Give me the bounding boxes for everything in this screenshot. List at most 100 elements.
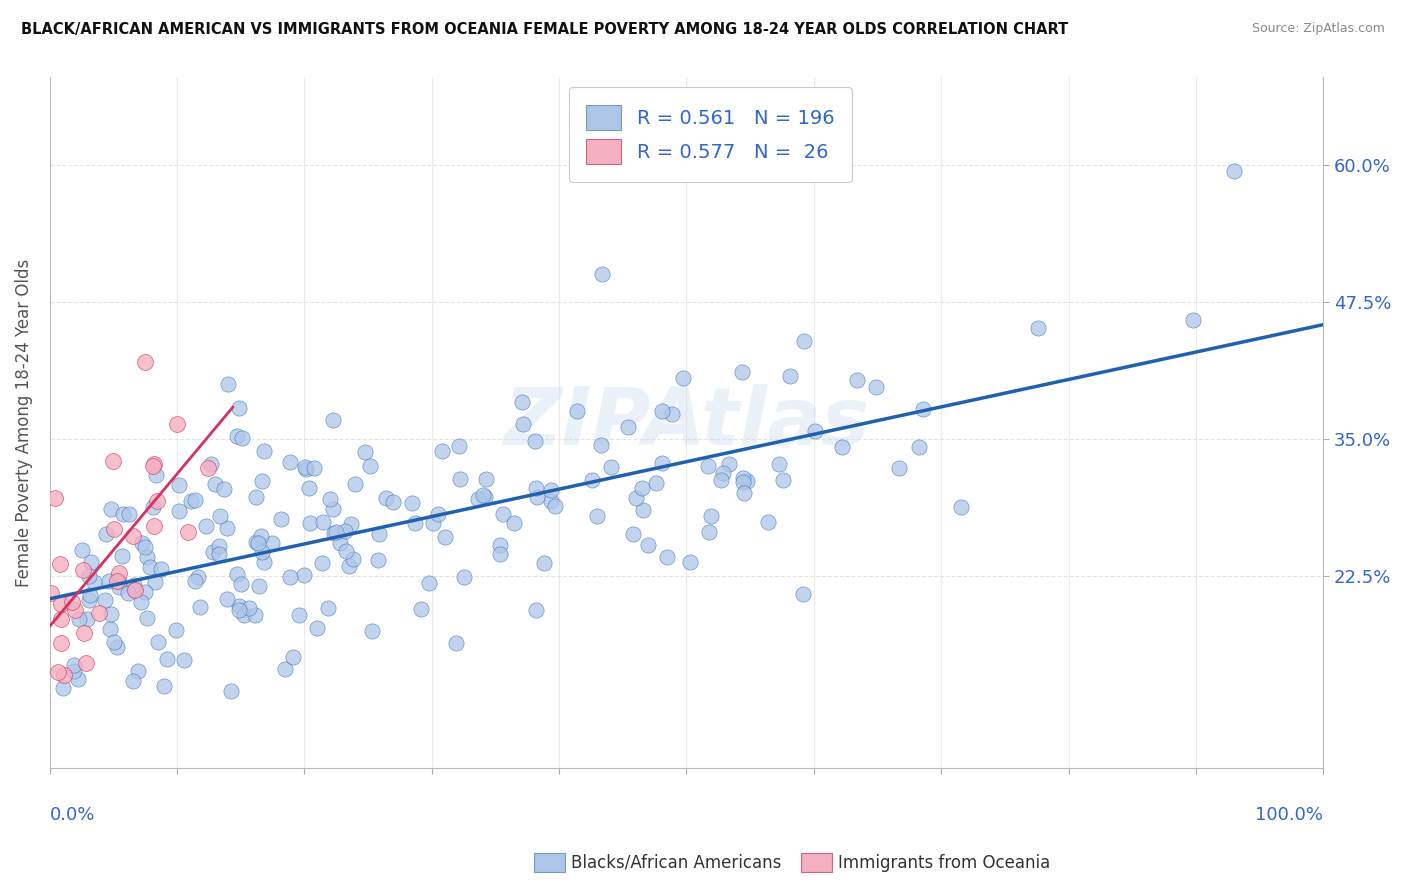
Point xyxy=(733,486,755,500)
Text: 0.0%: 0.0% xyxy=(49,805,96,823)
Point xyxy=(524,481,547,495)
Point xyxy=(472,488,495,502)
Point xyxy=(288,608,311,623)
Text: Source: ZipAtlas.com: Source: ZipAtlas.com xyxy=(1251,22,1385,36)
Point xyxy=(226,428,249,442)
Point xyxy=(107,574,129,589)
Point xyxy=(697,525,720,540)
Point xyxy=(731,365,754,379)
Point xyxy=(260,536,283,550)
Point xyxy=(533,556,555,570)
Point xyxy=(1181,312,1204,326)
Point xyxy=(908,440,931,454)
Point xyxy=(247,579,270,593)
Point xyxy=(581,473,603,487)
Point xyxy=(103,635,125,649)
Point xyxy=(540,483,562,497)
Point xyxy=(146,635,169,649)
Point xyxy=(94,526,117,541)
Point xyxy=(215,592,238,607)
Point xyxy=(97,574,120,588)
Point xyxy=(422,516,444,530)
Point xyxy=(201,545,224,559)
Point xyxy=(39,586,62,600)
Point xyxy=(208,547,231,561)
Point xyxy=(108,566,131,581)
Point xyxy=(679,555,702,569)
Point xyxy=(589,438,612,452)
Point xyxy=(75,656,97,670)
Point xyxy=(108,580,131,594)
Point xyxy=(845,373,868,387)
Point xyxy=(430,444,453,458)
Point xyxy=(401,496,423,510)
Point xyxy=(250,529,273,543)
Point xyxy=(489,538,512,552)
Point xyxy=(76,612,98,626)
Point xyxy=(105,640,128,654)
Point xyxy=(644,475,666,490)
Point xyxy=(66,672,89,686)
Point xyxy=(46,665,69,679)
Point xyxy=(329,536,352,550)
Point xyxy=(228,401,250,415)
Point xyxy=(52,668,75,682)
Point xyxy=(367,526,389,541)
Point xyxy=(637,538,659,552)
Point xyxy=(156,652,179,666)
Point xyxy=(167,478,190,492)
Point xyxy=(228,603,250,617)
Point xyxy=(672,371,695,385)
Point xyxy=(474,490,496,504)
Point xyxy=(292,567,315,582)
Point xyxy=(121,674,143,689)
Point xyxy=(278,455,301,469)
Point xyxy=(281,649,304,664)
Point xyxy=(294,460,316,475)
Point xyxy=(152,679,174,693)
Point xyxy=(311,556,333,570)
Point xyxy=(624,491,647,505)
Point xyxy=(122,578,145,592)
Point xyxy=(318,601,340,615)
Point xyxy=(184,492,207,507)
Point xyxy=(98,622,121,636)
Point xyxy=(322,525,344,540)
Point xyxy=(733,475,755,489)
Point xyxy=(124,583,146,598)
Point xyxy=(804,425,827,439)
Point xyxy=(475,472,498,486)
Point xyxy=(367,553,389,567)
Point xyxy=(93,593,115,607)
Point xyxy=(585,508,607,523)
Point xyxy=(111,549,134,563)
Point xyxy=(711,467,734,481)
Point xyxy=(135,550,157,565)
Point xyxy=(134,355,156,369)
Point xyxy=(117,586,139,600)
Point xyxy=(195,519,218,533)
Point xyxy=(103,454,125,468)
Point xyxy=(72,563,94,577)
Point xyxy=(253,554,276,568)
Point xyxy=(540,494,562,508)
Text: 100.0%: 100.0% xyxy=(1256,805,1323,823)
Point xyxy=(375,491,398,505)
Point xyxy=(142,500,165,514)
Point xyxy=(177,525,200,540)
Point xyxy=(768,458,790,472)
Point xyxy=(228,599,250,614)
Point xyxy=(467,491,489,506)
Point xyxy=(208,508,231,523)
Point xyxy=(737,474,759,488)
Point xyxy=(197,460,219,475)
Point xyxy=(633,503,655,517)
Point xyxy=(631,481,654,495)
Point xyxy=(710,474,733,488)
Point xyxy=(150,562,173,576)
Point xyxy=(1028,321,1050,335)
Point xyxy=(772,473,794,487)
Point xyxy=(77,569,100,583)
Point xyxy=(305,621,328,635)
Point xyxy=(100,502,122,516)
